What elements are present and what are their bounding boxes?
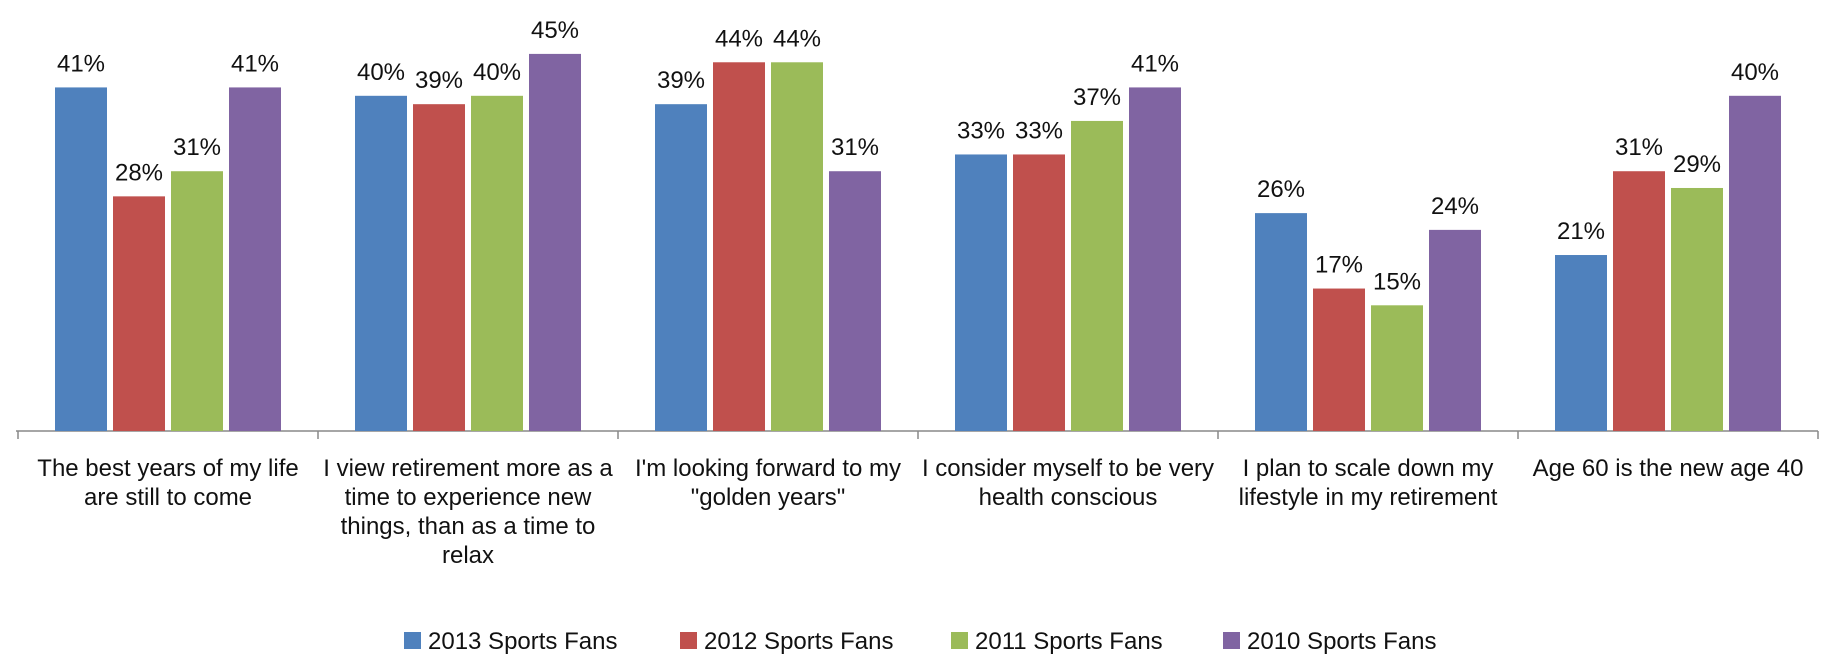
x-tick-label: I plan to scale down my lifestyle in my … [1238,455,1498,511]
data-label: 26% [1257,176,1305,203]
bar [1255,213,1307,431]
data-label: 31% [173,134,221,161]
bar [655,104,707,432]
data-label: 41% [231,50,279,77]
data-label: 44% [773,25,821,52]
data-label: 44% [715,25,763,52]
legend-swatch [404,632,421,649]
legend-swatch [951,632,968,649]
data-label: 33% [1015,117,1063,144]
bar [529,53,581,432]
data-label: 45% [531,17,579,44]
x-tick-label: I'm looking forward to my "golden years" [634,455,901,511]
data-label: 41% [1131,50,1179,77]
x-tick-label: I consider myself to be very health cons… [921,455,1215,511]
bar [471,95,523,432]
bar [229,87,281,432]
data-label: 33% [957,117,1005,144]
data-label: 39% [657,67,705,94]
data-label: 41% [57,50,105,77]
data-label: 40% [357,59,405,86]
bar [1613,171,1665,431]
bar [1729,95,1781,432]
x-tick-label: The best years of my life are still to c… [37,455,299,511]
bar [1071,120,1123,431]
bar [713,62,765,431]
legend-label: 2010 Sports Fans [1247,628,1436,655]
bar [171,171,223,431]
bar [955,154,1007,431]
data-label: 40% [1731,59,1779,86]
data-label: 28% [115,159,163,186]
data-label: 15% [1373,268,1421,295]
data-label: 29% [1673,151,1721,178]
data-label: 31% [831,134,879,161]
bar [55,87,107,432]
legend-label: 2013 Sports Fans [428,628,617,655]
data-label: 37% [1073,84,1121,111]
legend-label: 2011 Sports Fans [975,628,1163,655]
data-label: 21% [1557,218,1605,245]
bar [1555,255,1607,431]
data-label: 24% [1431,193,1479,220]
bar [1013,154,1065,431]
bar [413,104,465,432]
legend-swatch [680,632,697,649]
data-label: 39% [415,67,463,94]
bar [1313,288,1365,431]
data-label: 17% [1315,252,1363,279]
x-tick-label: Age 60 is the new age 40 [1532,455,1804,482]
bar [113,196,165,431]
x-tick-label: I view retirement more as a time to expe… [323,455,613,569]
bar [1671,187,1723,431]
legend-label: 2012 Sports Fans [704,628,893,655]
bar [355,95,407,432]
legend-swatch [1223,632,1240,649]
bar [1371,305,1423,431]
bar [1129,87,1181,432]
bar [829,171,881,431]
bar [1429,229,1481,431]
bar [771,62,823,431]
data-label: 40% [473,59,521,86]
data-label: 31% [1615,134,1663,161]
